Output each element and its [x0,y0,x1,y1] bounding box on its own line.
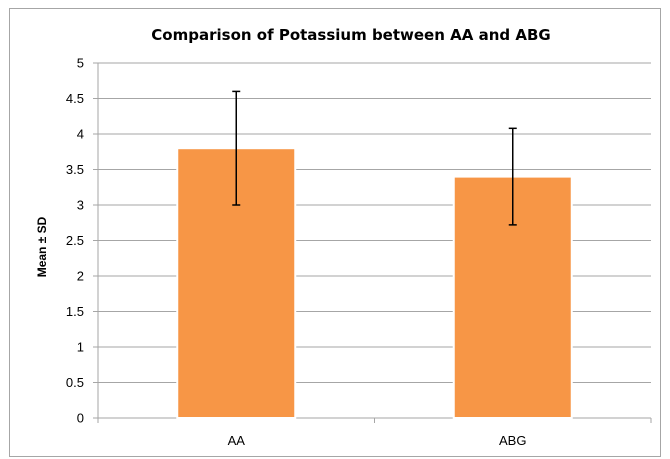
y-tick-label: 0 [77,411,84,426]
bars [176,147,573,419]
error-bars [232,90,517,226]
x-tick-label: AA [228,433,246,448]
y-tick-label: 2 [77,269,84,284]
y-axis-title: Mean ± SD [35,216,49,277]
y-tick-label: 3.5 [66,162,84,177]
y-tick-label: 0.5 [66,375,84,390]
y-tick-label: 4 [77,127,84,142]
y-tick-label: 5 [77,56,84,71]
y-tick-label: 2.5 [66,233,84,248]
bar-abg [452,175,573,419]
x-tick-label: ABG [499,433,526,448]
y-tick-labels: 0 0.5 1 1.5 2 2.5 3 3.5 4 4.5 5 [66,56,84,426]
y-tick-label: 4.5 [66,91,84,106]
y-tick-label: 1 [77,340,84,355]
chart-title: Comparison of Potassium between AA and A… [151,26,550,44]
y-tick-label: 1.5 [66,304,84,319]
x-tick-labels: AA ABG [228,433,527,448]
y-tick-label: 3 [77,198,84,213]
